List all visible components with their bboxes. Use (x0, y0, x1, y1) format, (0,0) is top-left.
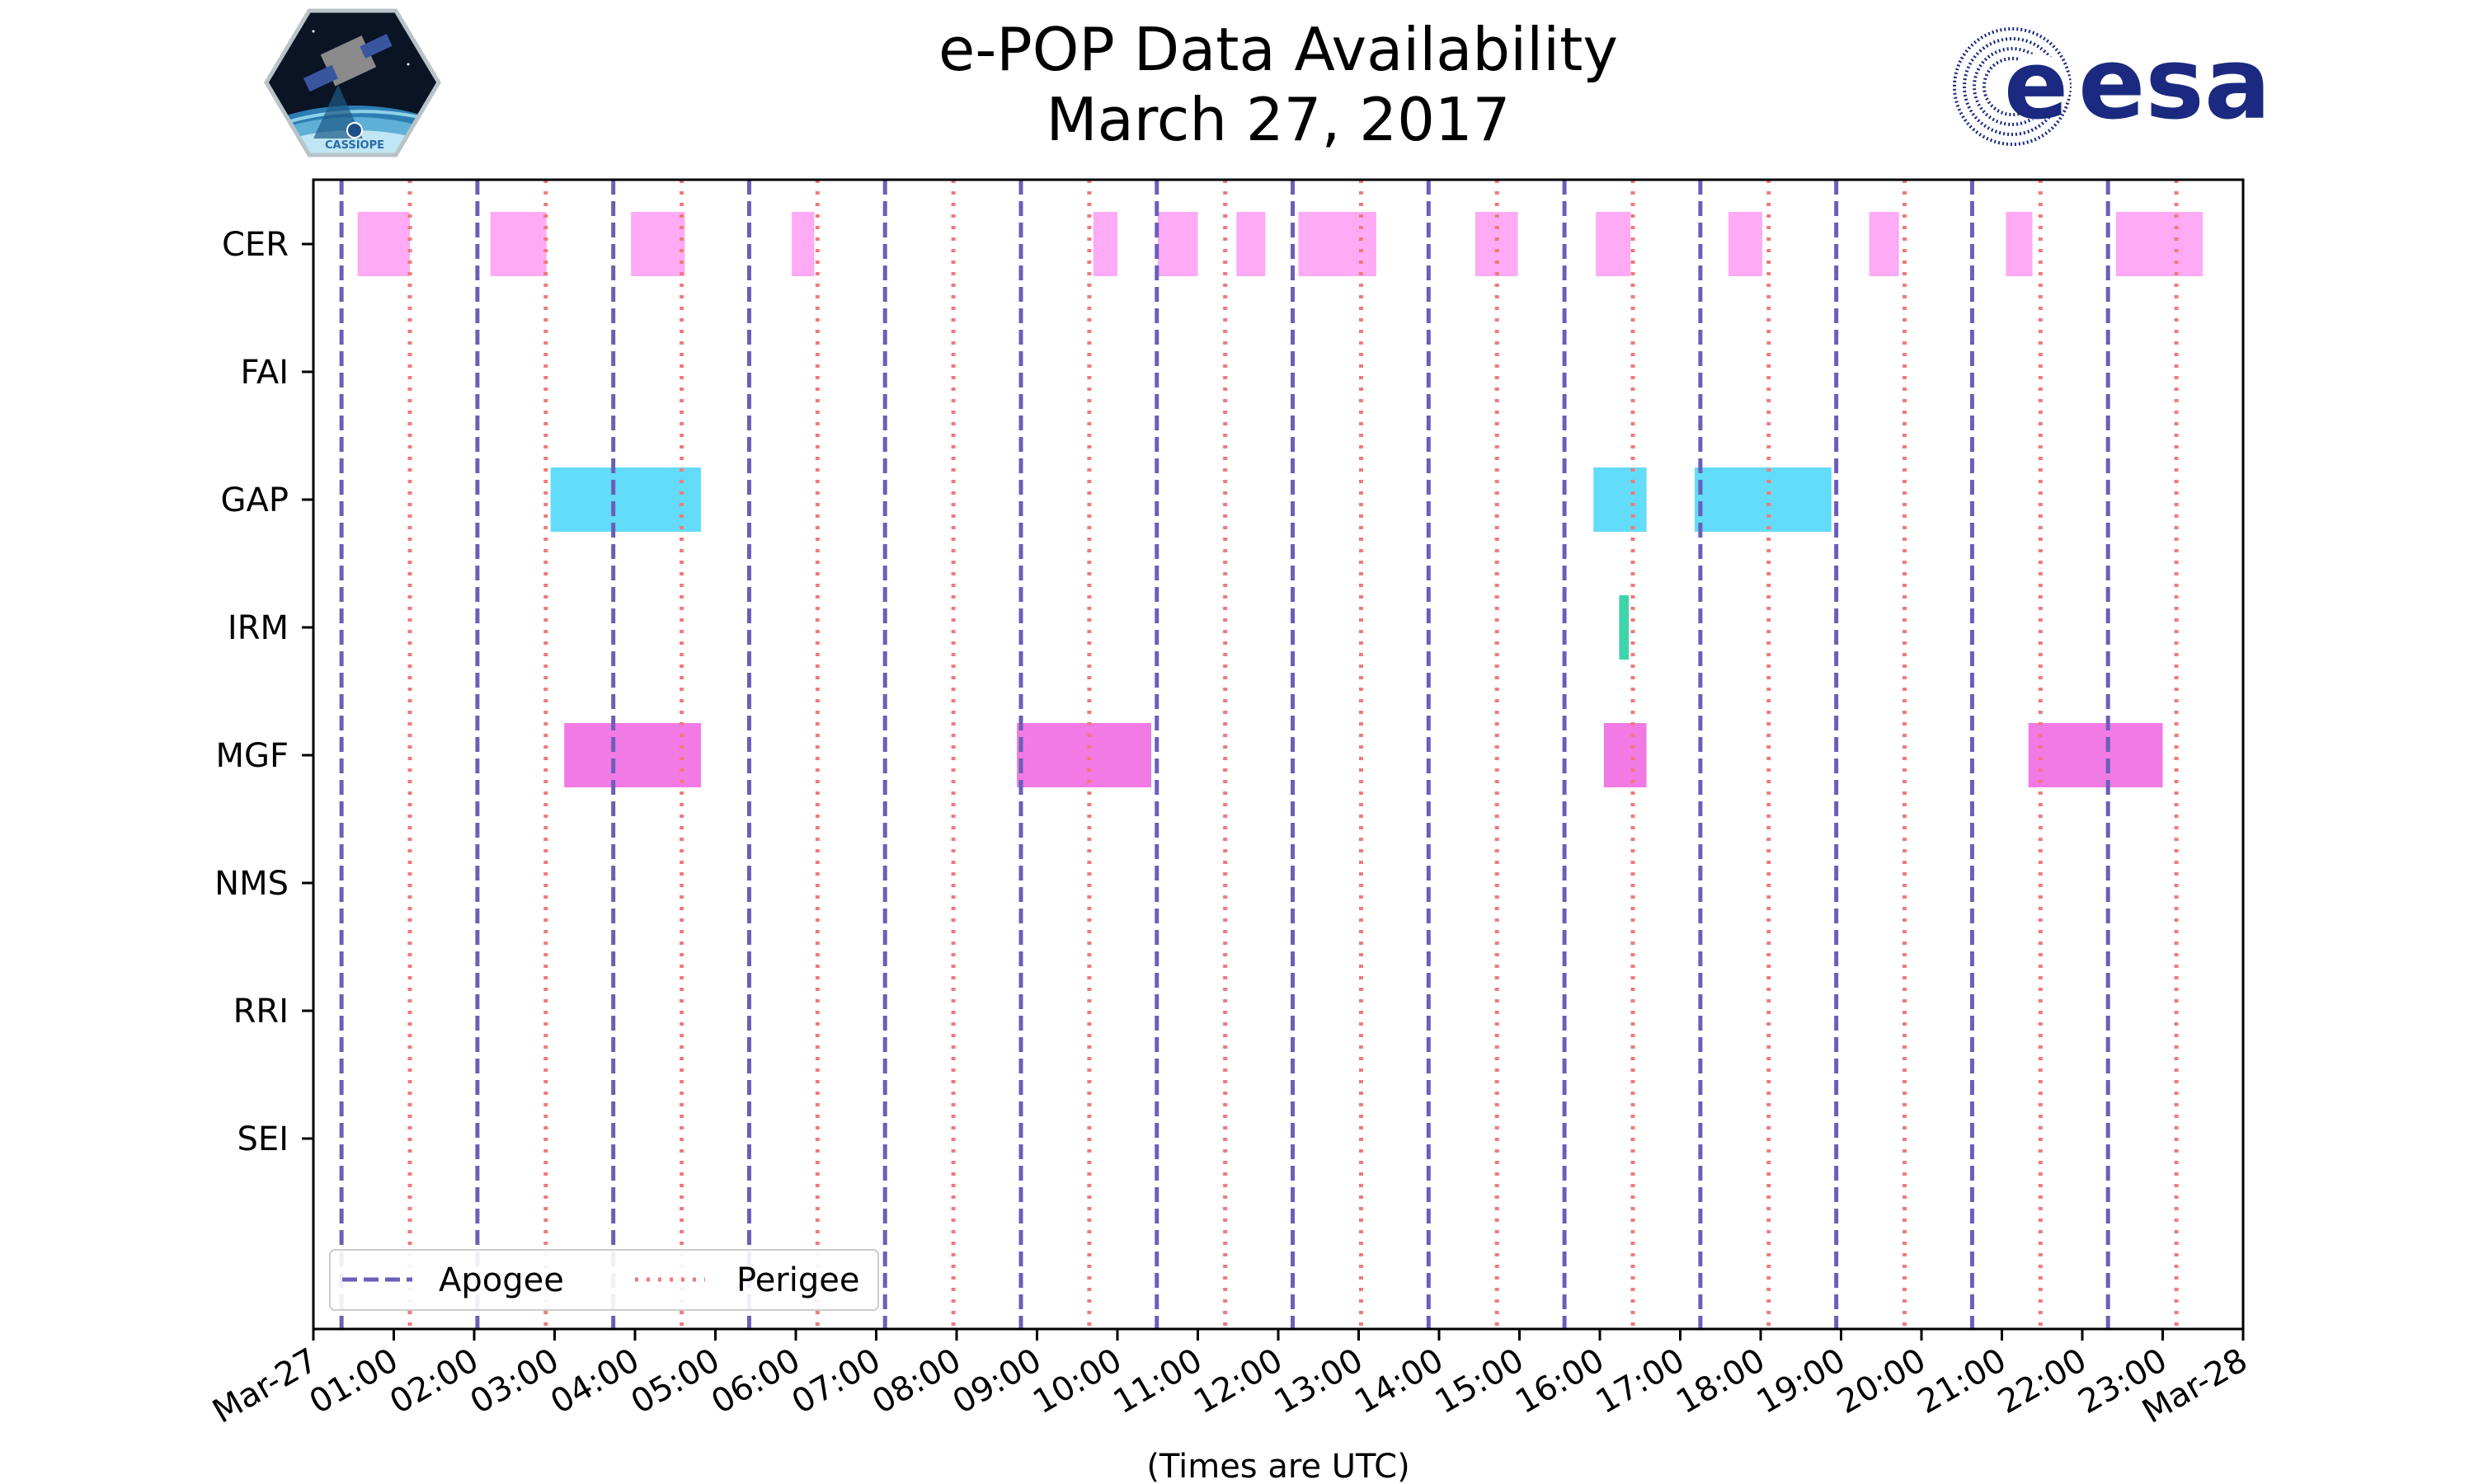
esa-logo: e esa (1946, 21, 2309, 153)
x-tick-label: 21:00 (1912, 1341, 2013, 1421)
bar-mgf (1017, 723, 1151, 787)
y-tick-label: FAI (241, 354, 289, 392)
cassiope-logo: CASSIOPE (264, 7, 441, 159)
y-tick-label: SEI (238, 1120, 289, 1158)
x-tick-label: 02:00 (383, 1341, 485, 1421)
bar-cer (1236, 212, 1266, 276)
x-tick-label: 09:00 (947, 1341, 1048, 1421)
bar-cer (357, 212, 410, 276)
x-tick-label: 14:00 (1348, 1341, 1450, 1421)
bar-cer (1869, 212, 1899, 276)
bar-gap (1593, 467, 1647, 532)
x-tick-label: 07:00 (786, 1341, 887, 1421)
y-tick-label: RRI (233, 993, 289, 1031)
bar-mgf (1603, 723, 1647, 787)
bar-cer (792, 212, 815, 276)
x-tick-label: 13:00 (1268, 1341, 1370, 1421)
bar-cer (490, 212, 547, 276)
bar-gap (1695, 467, 1832, 532)
x-tick-label: 06:00 (705, 1341, 807, 1421)
bar-cer (1298, 212, 1376, 276)
axes: CERFAIGAPIRMMGFNMSRRISEIMar-2701:0002:00… (206, 178, 2254, 1431)
bar-cer (2006, 212, 2033, 276)
bar-mgf (2028, 723, 2163, 787)
x-tick-label: 03:00 (464, 1341, 566, 1421)
data-bars (357, 212, 2204, 787)
x-tick-label: 08:00 (866, 1341, 967, 1421)
bar-cer (1729, 212, 1762, 276)
orbit-lines (339, 180, 2179, 1329)
x-tick-label: 15:00 (1429, 1341, 1531, 1421)
legend-apogee-label: Apogee (439, 1261, 564, 1299)
y-tick-label: CER (222, 226, 289, 264)
x-tick-label: 20:00 (1831, 1341, 1932, 1421)
x-tick-label: 05:00 (625, 1341, 727, 1421)
x-tick-label: 19:00 (1751, 1341, 1852, 1421)
bar-cer (2115, 212, 2204, 276)
x-tick-label: 10:00 (1027, 1341, 1128, 1421)
legend-perigee-label: Perigee (736, 1261, 859, 1299)
bar-gap (550, 467, 701, 532)
x-axis-label: (Times are UTC) (1146, 1448, 1409, 1484)
bar-mgf (564, 723, 701, 787)
cassiope-caption: CASSIOPE (325, 139, 384, 152)
x-tick-label: 18:00 (1670, 1341, 1771, 1421)
y-tick-label: GAP (221, 481, 289, 519)
bar-cer (1093, 212, 1117, 276)
x-tick-label: 12:00 (1188, 1341, 1289, 1421)
bar-irm (1619, 595, 1630, 660)
bar-cer (1157, 212, 1198, 276)
x-tick-label: 11:00 (1108, 1341, 1209, 1421)
esa-e-mark: e (2004, 31, 2068, 141)
bar-cer (1475, 212, 1518, 276)
chart-title-line1: e-POP Data Availability (938, 15, 1618, 84)
bar-cer (1596, 212, 1631, 276)
x-tick-label: 01:00 (303, 1341, 405, 1421)
y-tick-label: MGF (215, 737, 289, 775)
y-tick-label: IRM (228, 609, 289, 647)
legend: Apogee Perigee (329, 1249, 879, 1311)
chart-title-line2: March 27, 2017 (1047, 85, 1511, 154)
x-tick-label: 04:00 (544, 1341, 646, 1421)
x-tick-label: 22:00 (1992, 1341, 2093, 1421)
esa-wordmark: esa (2078, 27, 2271, 142)
x-tick-label: 17:00 (1590, 1341, 1691, 1421)
x-tick-label: 16:00 (1509, 1341, 1611, 1421)
legend-box (329, 1249, 879, 1311)
y-tick-label: NMS (214, 865, 289, 903)
bar-cer (631, 212, 685, 276)
